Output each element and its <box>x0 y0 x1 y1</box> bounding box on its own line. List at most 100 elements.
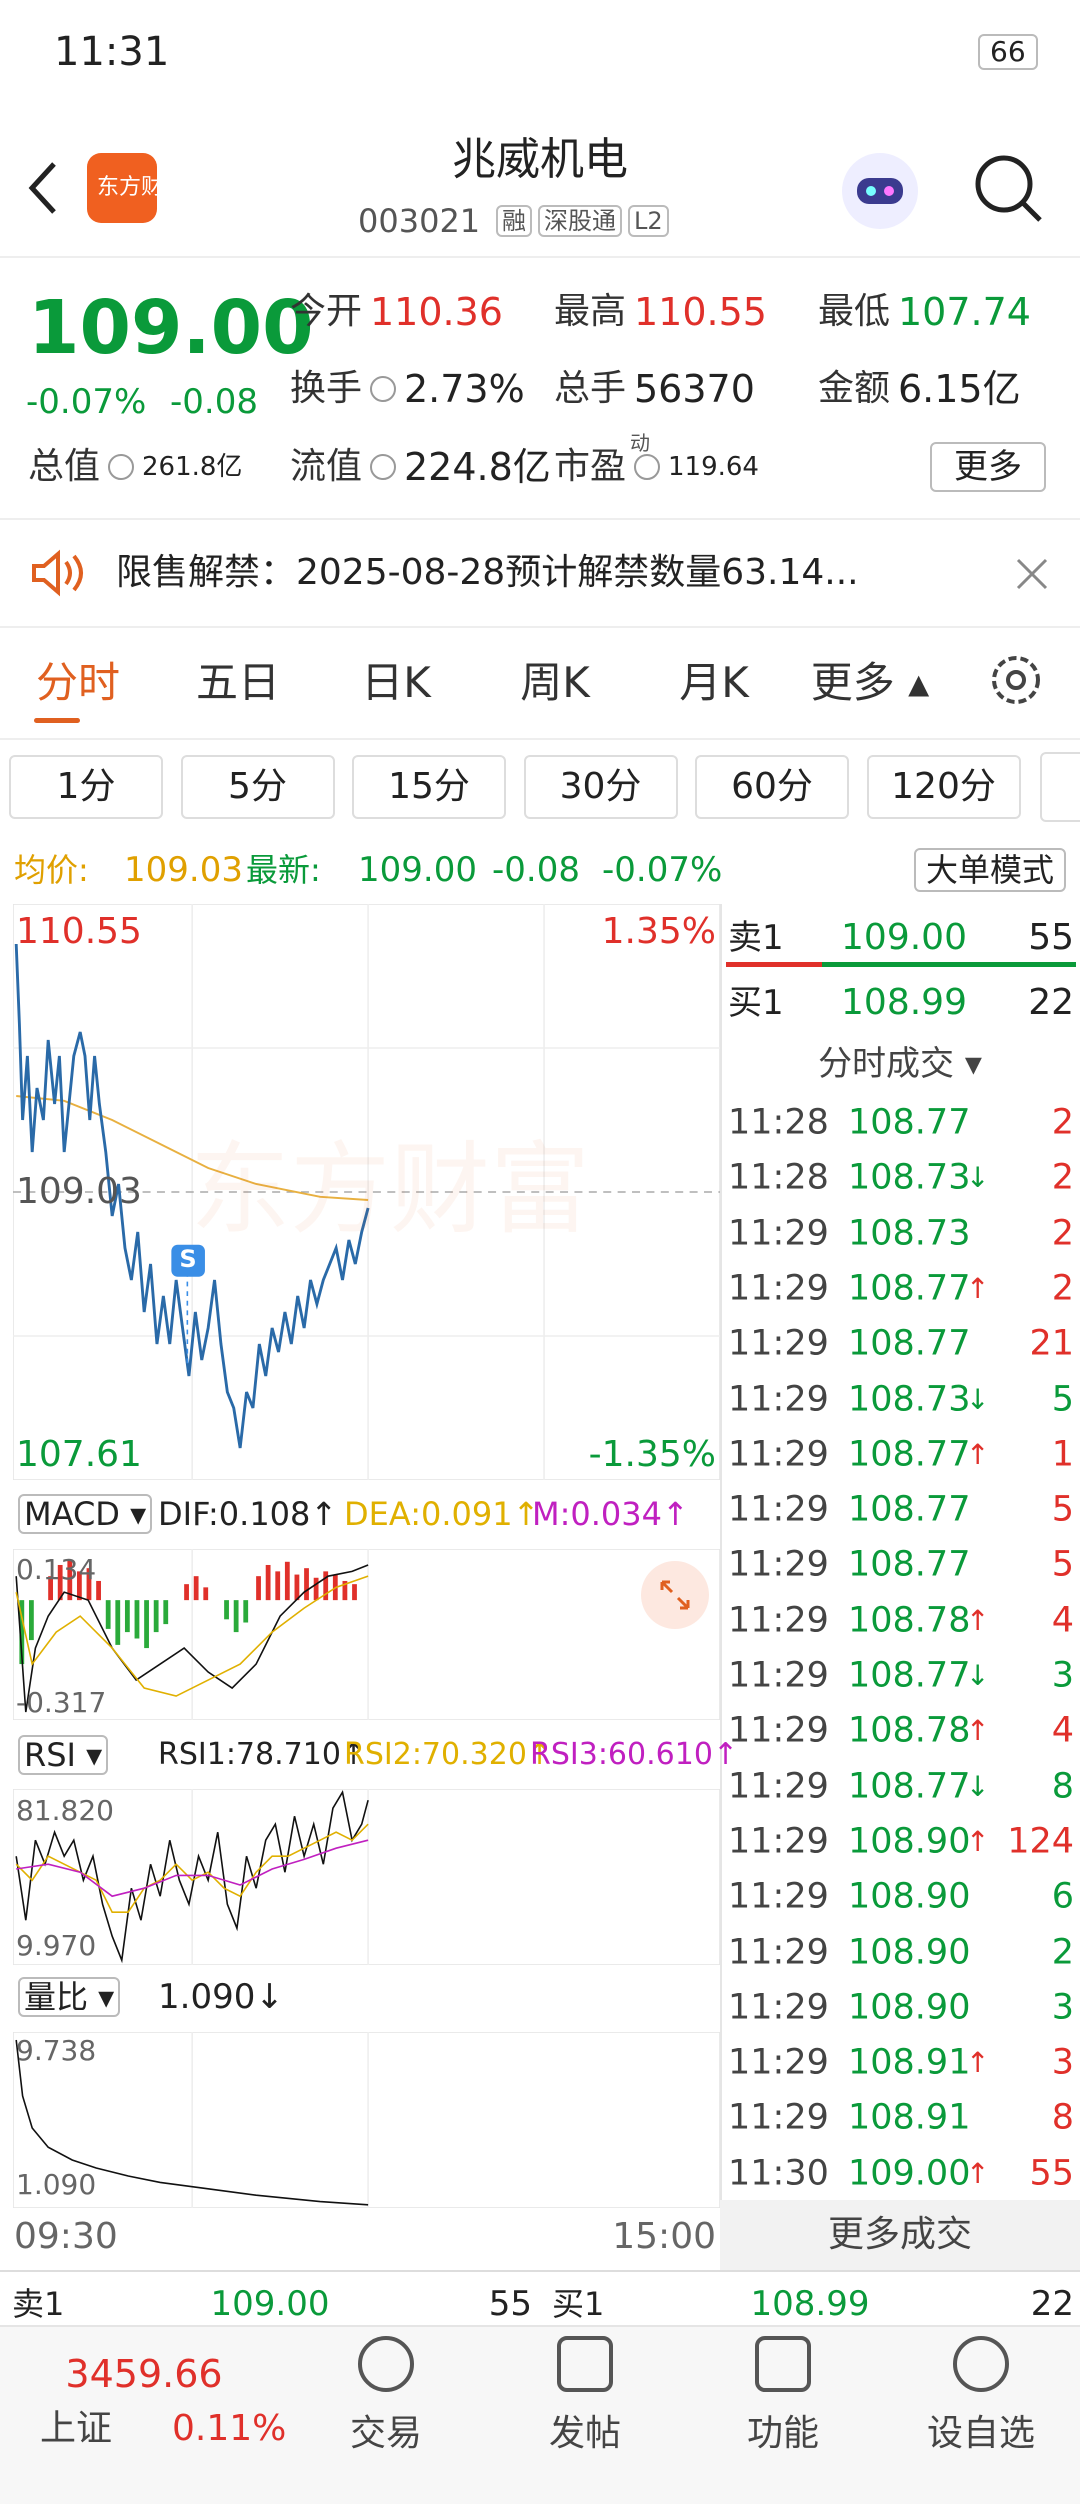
macd-up-bars <box>48 1560 357 1601</box>
trade-time: 11:29 <box>728 1213 829 1254</box>
trade-price: 108.77 <box>848 1268 971 1309</box>
nav-item[interactable]: 功能 <box>746 2413 820 2454</box>
close-button[interactable] <box>1014 556 1050 592</box>
trade-price: 108.90 <box>848 1821 971 1862</box>
nav-icon[interactable] <box>755 2336 811 2392</box>
trade-volume: 21 <box>1029 1323 1074 1364</box>
book-price: 109.00 <box>210 2284 330 2324</box>
tab[interactable]: 分时 <box>35 658 121 707</box>
divider <box>720 904 722 2270</box>
stat-label: 总值 <box>28 446 101 487</box>
trade-price: 108.73 <box>848 1379 971 1419</box>
indicator-select[interactable]: MACD ▾ <box>18 1494 153 1534</box>
divider <box>0 738 1080 740</box>
bid-ask-bar <box>726 962 822 967</box>
trade-price: 108.77 <box>848 1655 971 1696</box>
tab[interactable]: 月K <box>679 658 749 707</box>
app-logo[interactable] <box>87 153 157 223</box>
trade-time: 11:29 <box>728 2097 829 2138</box>
book-volume: 55 <box>1028 917 1074 958</box>
book-price: 109.00 <box>841 917 967 958</box>
info-icon[interactable] <box>370 376 396 402</box>
rsi1: RSI1:78.710↑ <box>158 1737 367 1772</box>
stat-value: 110.55 <box>634 290 767 334</box>
time-start: 09:30 <box>14 2216 118 2257</box>
nav-icon[interactable] <box>358 2336 414 2392</box>
last-label: 最新: <box>246 851 321 889</box>
nav-item[interactable]: 发帖 <box>548 2413 622 2454</box>
change-pct: -0.07% <box>26 382 147 422</box>
back-button[interactable] <box>24 158 64 218</box>
notice-bar[interactable] <box>0 518 1080 628</box>
search-button[interactable] <box>970 150 1046 226</box>
interval-button[interactable] <box>1040 752 1080 822</box>
rsi3-line <box>16 1839 369 1898</box>
info-icon[interactable] <box>108 454 134 480</box>
avg-price-line <box>16 1095 369 1201</box>
trade-volume: 1 <box>1051 1434 1074 1475</box>
more-trades[interactable]: 更多成交 <box>827 2214 973 2255</box>
stat-label: 市盈 <box>554 446 627 487</box>
more-trades-bg[interactable] <box>720 2200 1080 2270</box>
tab[interactable]: 五日 <box>195 658 281 707</box>
mode-button[interactable]: 大单模式 <box>913 848 1067 892</box>
stat-label: 流值 <box>290 446 363 487</box>
stat-sup: 动 <box>630 431 650 455</box>
avg-value: 109.03 <box>124 850 243 890</box>
nav-item[interactable]: 交易 <box>349 2413 423 2454</box>
index-value[interactable]: 3459.66 <box>65 2352 223 2396</box>
rsi3: RSI3:60.610↑ <box>530 1737 739 1772</box>
interval-button[interactable]: 60分 <box>695 755 849 819</box>
trade-price: 108.77 <box>848 1434 971 1475</box>
bid-ask-bar <box>822 962 1076 967</box>
nav-icon[interactable] <box>557 2336 613 2392</box>
trade-volume: 2 <box>1051 1268 1074 1309</box>
more-button[interactable]: 更多 <box>930 442 1046 492</box>
book-price: 108.99 <box>750 2284 870 2324</box>
info-icon[interactable] <box>370 454 396 480</box>
trade-time: 11:29 <box>728 1876 829 1917</box>
tab[interactable]: 周K <box>520 658 590 707</box>
trade-arrow: ↑ <box>966 1437 990 1471</box>
trade-price: 108.91 <box>848 2042 971 2083</box>
marker[interactable] <box>171 1244 205 1277</box>
info-icon[interactable] <box>634 454 660 480</box>
trade-time: 11:28 <box>728 1102 829 1143</box>
tab[interactable]: 更多 ▴ <box>810 658 930 707</box>
stat-value: 261.8亿 <box>142 452 243 482</box>
macd-min: -0.317 <box>16 1686 107 1719</box>
trade-arrow: ↓ <box>966 1161 990 1195</box>
trade-time: 11:29 <box>728 2042 829 2083</box>
interval-button[interactable]: 1分 <box>9 755 163 819</box>
interval-button[interactable]: 30分 <box>523 755 678 819</box>
tag: 深股通 <box>538 205 622 237</box>
interval-button[interactable]: 120分 <box>866 755 1021 819</box>
stat-value: 107.74 <box>898 290 1031 334</box>
trade-volume: 6 <box>1051 1876 1074 1917</box>
status-time: 11:31 <box>54 29 170 75</box>
divider <box>0 2270 1080 2272</box>
nav-icon[interactable] <box>953 2336 1009 2392</box>
nav-item[interactable]: 设自选 <box>926 2413 1036 2454</box>
indicator-select[interactable]: 量比 ▾ <box>18 1977 121 2017</box>
indicator-select[interactable]: RSI ▾ <box>18 1735 109 1775</box>
speaker-icon <box>32 549 83 597</box>
book-side: 买1 <box>728 983 784 1023</box>
trade-arrow: ↑ <box>966 2156 990 2190</box>
book-side: 买1 <box>552 2285 605 2323</box>
expand-button[interactable] <box>640 1560 710 1630</box>
trade-price: 108.91 <box>848 2097 971 2138</box>
interval-button[interactable]: 5分 <box>180 755 335 819</box>
trade-time: 11:29 <box>728 1434 829 1475</box>
tab[interactable]: 日K <box>361 658 431 707</box>
assistant-icon[interactable] <box>835 148 925 234</box>
rsi-max: 81.820 <box>16 1794 114 1827</box>
notice-text[interactable]: 限售解禁：2025-08-28预计解禁数量63.14... <box>116 552 859 593</box>
trades-title[interactable]: 分时成交 ▾ <box>818 1044 982 1084</box>
rsi-min: 9.970 <box>16 1929 97 1962</box>
avg-label: 均价: <box>14 851 89 889</box>
trade-volume: 4 <box>1051 1710 1074 1751</box>
interval-button[interactable]: 15分 <box>352 755 506 819</box>
settings-button[interactable] <box>986 650 1046 710</box>
trade-arrow: ↑ <box>966 1603 990 1637</box>
